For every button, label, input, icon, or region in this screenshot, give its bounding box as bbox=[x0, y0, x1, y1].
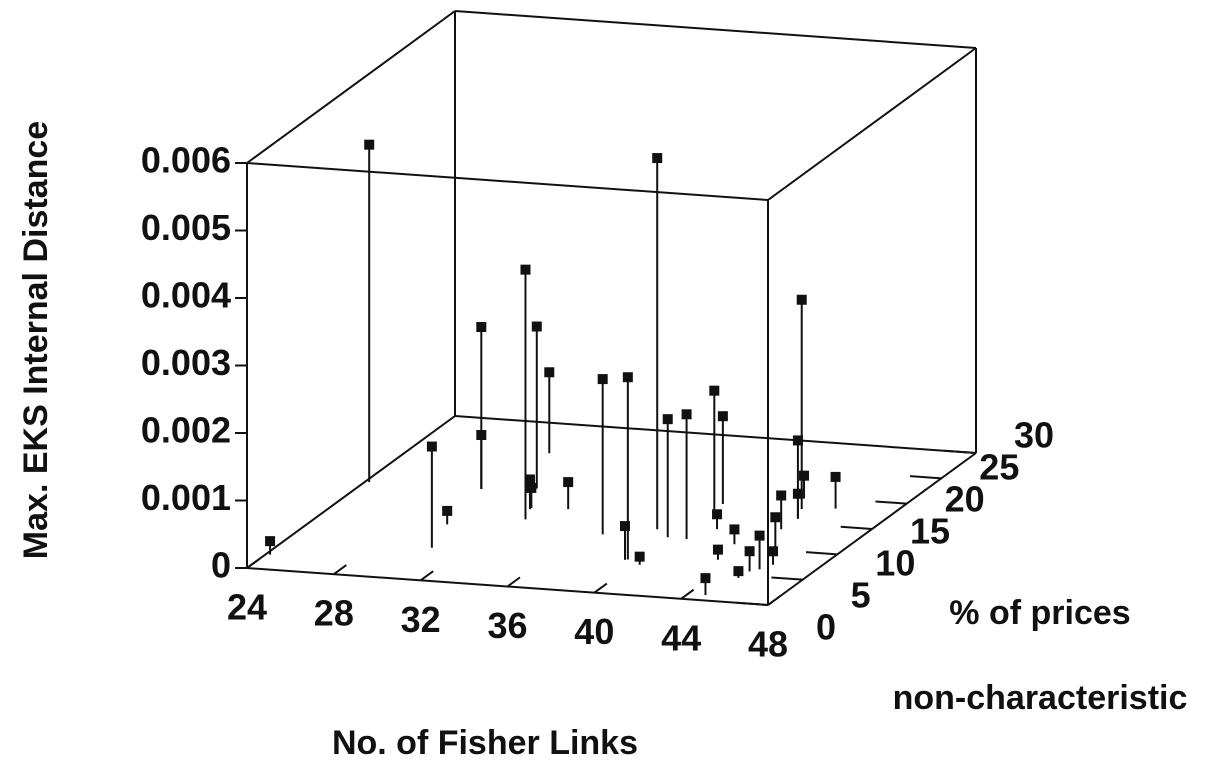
point bbox=[563, 477, 574, 488]
point bbox=[597, 374, 608, 385]
y-tick-label: 0.006 bbox=[141, 140, 231, 181]
z-tick bbox=[944, 449, 977, 454]
point bbox=[526, 482, 537, 493]
x-tick bbox=[767, 595, 782, 606]
z-tick bbox=[840, 525, 873, 530]
x-tick-label: 36 bbox=[487, 605, 527, 646]
z-tick bbox=[771, 576, 803, 581]
z-axis-label: % of prices bbox=[949, 594, 1130, 632]
point bbox=[634, 551, 645, 562]
point bbox=[442, 505, 453, 516]
box-edge bbox=[454, 10, 977, 49]
x-tick bbox=[680, 588, 695, 600]
point bbox=[717, 411, 728, 422]
point bbox=[520, 264, 531, 275]
x-tick-label: 32 bbox=[401, 599, 441, 640]
point bbox=[622, 372, 633, 383]
x-tick-label: 44 bbox=[661, 617, 701, 658]
point bbox=[754, 530, 765, 541]
x-tick bbox=[246, 558, 261, 569]
point bbox=[770, 512, 781, 523]
x-tick-label: 28 bbox=[314, 593, 354, 634]
point bbox=[830, 471, 841, 482]
point bbox=[776, 490, 787, 501]
point bbox=[712, 544, 723, 555]
point bbox=[733, 566, 744, 577]
x-tick bbox=[420, 570, 434, 582]
z-tick bbox=[910, 475, 942, 480]
point bbox=[796, 294, 807, 305]
point bbox=[709, 385, 720, 396]
point bbox=[619, 521, 630, 532]
box-edge bbox=[246, 415, 456, 569]
point bbox=[681, 409, 692, 420]
x-tick bbox=[333, 564, 347, 575]
z-tick-label: 20 bbox=[945, 479, 985, 520]
point bbox=[652, 153, 663, 164]
y-axis-label: Max. EKS Internal Distance bbox=[17, 121, 55, 559]
x-tick-label: 24 bbox=[227, 587, 267, 628]
point bbox=[744, 546, 755, 557]
z-tick-label: 25 bbox=[979, 447, 1019, 488]
box-edge bbox=[767, 47, 977, 201]
point bbox=[712, 509, 723, 520]
x-tick bbox=[593, 582, 608, 594]
y-tick-label: 0 bbox=[211, 545, 231, 586]
point bbox=[476, 430, 487, 441]
z-tick-label: 15 bbox=[910, 511, 950, 552]
z-tick bbox=[875, 500, 907, 505]
point bbox=[544, 367, 555, 378]
y-tick-label: 0.005 bbox=[141, 207, 231, 248]
y-tick-label: 0.004 bbox=[141, 275, 231, 316]
box-edge bbox=[246, 162, 769, 201]
point bbox=[799, 470, 810, 481]
point bbox=[729, 524, 740, 535]
z-tick-label: 30 bbox=[1014, 415, 1054, 456]
x-tick bbox=[506, 576, 521, 588]
point bbox=[524, 474, 535, 485]
box-edge bbox=[454, 415, 977, 454]
x-tick-label: 40 bbox=[574, 611, 614, 652]
z-tick-label: 0 bbox=[816, 607, 836, 648]
point bbox=[792, 488, 803, 499]
point bbox=[265, 536, 276, 547]
point bbox=[476, 322, 487, 333]
z-tick bbox=[736, 601, 769, 606]
point bbox=[700, 573, 711, 584]
z-tick-label: 5 bbox=[851, 575, 871, 616]
y-tick-label: 0.002 bbox=[141, 410, 231, 451]
z-tick-label: 10 bbox=[875, 543, 915, 584]
x-axis-label: No. of Fisher Links bbox=[332, 724, 638, 762]
z-axis-label: non-characteristic bbox=[893, 679, 1188, 717]
z-tick bbox=[806, 551, 838, 556]
point bbox=[426, 441, 437, 452]
point bbox=[662, 414, 673, 425]
y-tick-label: 0.001 bbox=[141, 477, 231, 518]
point bbox=[768, 546, 779, 557]
x-tick-label: 48 bbox=[748, 624, 788, 665]
box-edge bbox=[246, 10, 456, 164]
point bbox=[531, 321, 542, 332]
y-tick-label: 0.003 bbox=[141, 342, 231, 383]
point bbox=[792, 435, 803, 446]
point bbox=[364, 139, 375, 150]
